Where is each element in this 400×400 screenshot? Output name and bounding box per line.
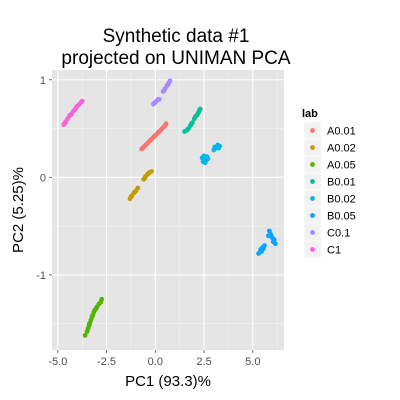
- y-tick-label: -1: [36, 270, 46, 282]
- data-point: [216, 146, 221, 151]
- y-axis-ticks: -1 0 1: [36, 75, 52, 282]
- data-point: [144, 142, 149, 147]
- data-point: [68, 112, 73, 117]
- legend-key-B0.02: [310, 196, 315, 201]
- x-tick-label: -2.5: [97, 356, 116, 368]
- data-point: [148, 138, 153, 143]
- data-point: [205, 154, 210, 159]
- data-point: [80, 99, 85, 104]
- x-tick-label: 0.0: [148, 356, 163, 368]
- legend-label-A0.02: A0.02: [327, 143, 356, 155]
- data-point: [160, 126, 165, 131]
- y-axis-title: PC2 (5.25)%: [10, 167, 27, 253]
- data-point: [201, 159, 206, 164]
- data-point: [152, 101, 157, 106]
- data-point: [132, 190, 137, 195]
- legend-label-B0.05: B0.05: [327, 211, 356, 223]
- data-point: [195, 112, 200, 117]
- data-point: [74, 105, 79, 110]
- data-point: [164, 121, 169, 126]
- legend-key-B0.05: [310, 213, 315, 218]
- legend-items: A0.01 A0.02 A0.05 B0.01 B0.02 B0.05 C0.1 C1: [304, 122, 356, 258]
- data-point: [87, 321, 92, 326]
- legend-key-C1: [310, 247, 315, 252]
- x-tick-label: 5.0: [245, 356, 260, 368]
- data-point: [135, 186, 140, 191]
- legend-key-A0.05: [310, 162, 315, 167]
- data-point: [166, 82, 171, 87]
- legend-key-A0.02: [310, 145, 315, 150]
- data-point: [156, 97, 161, 102]
- legend-label-B0.01: B0.01: [327, 177, 356, 189]
- legend-label-B0.02: B0.02: [327, 194, 356, 206]
- legend-key-A0.01: [310, 128, 315, 133]
- chart-title-line-1: Synthetic data #1: [103, 26, 250, 47]
- data-point: [93, 307, 98, 312]
- y-tick-label: 0: [40, 172, 46, 184]
- y-tick-label: 1: [40, 75, 46, 87]
- data-point: [99, 297, 104, 302]
- data-point: [142, 176, 147, 181]
- x-tick-label: 2.5: [196, 356, 211, 368]
- data-point: [271, 239, 276, 244]
- legend-key-C0.1: [310, 230, 315, 235]
- x-tick-label: -5.0: [48, 356, 67, 368]
- legend-title: lab: [302, 108, 318, 120]
- data-point: [261, 246, 266, 251]
- legend: lab A0.01 A0.02 A0.05 B0.01 B0.02 B0.05 C0.1 C1: [302, 108, 356, 258]
- data-point: [162, 88, 167, 93]
- legend-label-A0.05: A0.05: [327, 160, 356, 172]
- data-point: [140, 146, 145, 151]
- data-point: [152, 134, 157, 139]
- legend-label-C1: C1: [327, 245, 341, 257]
- data-point: [189, 121, 194, 126]
- data-point: [129, 194, 134, 199]
- data-point: [146, 171, 151, 176]
- x-axis-title: PC1 (93.3)%: [125, 373, 211, 390]
- data-point: [269, 233, 274, 238]
- legend-label-A0.01: A0.01: [327, 126, 356, 138]
- data-point: [156, 130, 161, 135]
- data-point: [185, 127, 190, 132]
- legend-label-C0.1: C0.1: [327, 228, 350, 240]
- x-axis-ticks: -5.0 -2.5 0.0 2.5 5.0: [48, 350, 260, 368]
- legend-key-B0.01: [310, 179, 315, 184]
- data-point: [62, 121, 67, 126]
- plot-panel: [52, 70, 284, 350]
- chart-title-line-2: projected on UNIMAN PCA: [61, 48, 290, 69]
- data-point: [198, 107, 203, 112]
- data-point: [90, 313, 95, 318]
